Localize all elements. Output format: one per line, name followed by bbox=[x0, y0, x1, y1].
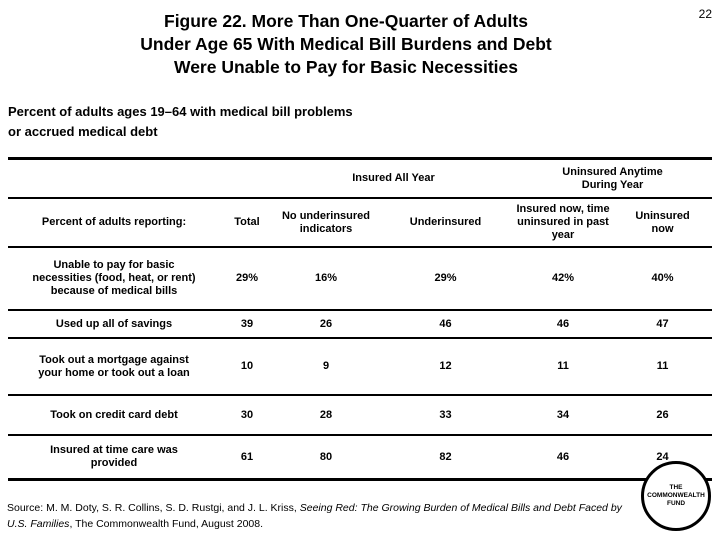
source-title-italic: Seeing Red: The Growing Burden of Medica… bbox=[7, 502, 622, 530]
cell-underinsured: 46 bbox=[378, 310, 514, 339]
cell-uninsured-now: 11 bbox=[613, 338, 713, 396]
cell-total: 39 bbox=[220, 310, 274, 339]
group-header-spacer bbox=[8, 158, 274, 199]
cell-uninsured-now: 24 bbox=[656, 450, 669, 463]
column-header-uninsured-now: Uninsured now bbox=[613, 198, 713, 248]
source-prefix: Source: M. M. Doty, S. R. Collins, S. D.… bbox=[7, 502, 300, 514]
source-suffix: , The Commonwealth Fund, August 2008. bbox=[69, 518, 264, 530]
cell-insured-now: 42% bbox=[513, 247, 614, 311]
page-number: 22 bbox=[698, 7, 712, 21]
cell-insured-now: 46 bbox=[513, 310, 614, 339]
cell-underinsured: 33 bbox=[378, 395, 514, 436]
cell-uninsured-now: 47 bbox=[613, 310, 713, 339]
table-row-credit-card-debt: Took on credit card debt 30 28 33 34 26 bbox=[8, 395, 713, 436]
cell-no-underinsured: 9 bbox=[274, 338, 378, 396]
data-table: Insured All Year Uninsured Anytime Durin… bbox=[8, 157, 713, 481]
figure-title: Figure 22. More Than One-Quarter of Adul… bbox=[140, 11, 552, 77]
group-header-uninsured-anytime: Uninsured Anytime During Year bbox=[513, 158, 713, 199]
cell-no-underinsured: 28 bbox=[274, 395, 378, 436]
column-header-underinsured: Underinsured bbox=[378, 198, 514, 248]
source-note: Source: M. M. Doty, S. R. Collins, S. D.… bbox=[7, 500, 643, 532]
cell-total: 10 bbox=[220, 338, 274, 396]
cell-underinsured: 12 bbox=[378, 338, 514, 396]
group-header-insured-all-year: Insured All Year bbox=[274, 158, 514, 199]
cell-underinsured: 82 bbox=[439, 450, 452, 463]
row-label: Used up all of savings bbox=[8, 310, 220, 339]
column-header-row: Percent of adults reporting: Total No un… bbox=[8, 198, 713, 248]
cell-total: 29% bbox=[220, 247, 274, 311]
cell-underinsured: 29% bbox=[378, 247, 514, 311]
cell-insured-now: 34 bbox=[513, 395, 614, 436]
subtitle: Percent of adults ages 19–64 with medica… bbox=[8, 104, 353, 139]
cell-insured-now: 11 bbox=[513, 338, 614, 396]
row-label: Took out a mortgage against your home or… bbox=[8, 338, 220, 396]
group-header-row: Insured All Year Uninsured Anytime Durin… bbox=[8, 158, 713, 199]
cell-total: 61 bbox=[240, 450, 254, 463]
column-header-no-underinsured: No underinsured indicators bbox=[274, 198, 378, 248]
cell-no-underinsured: 16% bbox=[274, 247, 378, 311]
table-row-insured-at-time-of-care: Insured at time care was provided 61 80 … bbox=[8, 435, 712, 480]
logo-text: THE COMMONWEALTH FUND bbox=[647, 484, 705, 507]
cell-uninsured-now: 26 bbox=[613, 395, 713, 436]
column-header-reporting: Percent of adults reporting: bbox=[8, 198, 220, 248]
cell-uninsured-now: 40% bbox=[613, 247, 713, 311]
cell-no-underinsured: 80 bbox=[319, 450, 333, 463]
commonwealth-fund-logo: THE COMMONWEALTH FUND bbox=[641, 461, 711, 531]
table-row-mortgage-loan: Took out a mortgage against your home or… bbox=[8, 338, 713, 396]
cell-insured-now: 46 bbox=[556, 450, 570, 463]
column-header-total: Total bbox=[220, 198, 274, 248]
row-label: Unable to pay for basic necessities (foo… bbox=[8, 247, 220, 311]
cell-no-underinsured: 26 bbox=[274, 310, 378, 339]
row-label: Took on credit card debt bbox=[8, 395, 220, 436]
cell-total: 30 bbox=[220, 395, 274, 436]
row-label: Insured at time care was provided bbox=[50, 444, 178, 469]
table-row-used-up-savings: Used up all of savings 39 26 46 46 47 bbox=[8, 310, 713, 339]
table-row-unable-to-pay: Unable to pay for basic necessities (foo… bbox=[8, 247, 713, 311]
column-header-insured-now: Insured now, time uninsured in past year bbox=[513, 198, 614, 248]
